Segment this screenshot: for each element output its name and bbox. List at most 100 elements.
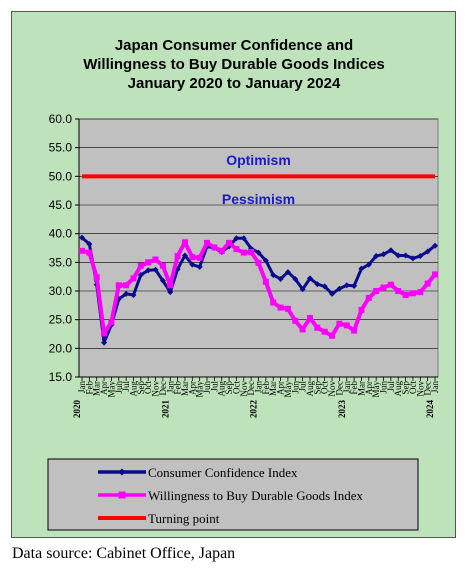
series-point-confidence (255, 249, 262, 256)
series-point-durable (86, 249, 93, 256)
y-tick-label: 40.0 (49, 227, 73, 241)
series-point-durable (424, 280, 431, 287)
legend-label: Willingness to Buy Durable Goods Index (148, 488, 364, 503)
x-tick-label: Mar (356, 381, 366, 396)
x-tick-label: Jan (342, 381, 352, 393)
y-tick-label: 15.0 (49, 370, 73, 384)
x-tick-label: Jun (202, 381, 212, 394)
series-point-durable (240, 249, 247, 256)
y-tick-label: 60.0 (49, 112, 73, 126)
series-point-durable (358, 306, 365, 313)
series-point-confidence (402, 252, 409, 259)
series-point-confidence (417, 253, 424, 260)
x-tick-label: May (283, 381, 293, 398)
series-point-confidence (336, 285, 343, 292)
x-tick-label: Feb (261, 381, 271, 395)
x-year-label: 2022 (249, 400, 259, 419)
series-point-durable (167, 282, 174, 289)
chart-frame: Japan Consumer Confidence and Willingness… (11, 11, 456, 538)
series-point-confidence (432, 242, 438, 249)
series-point-durable (196, 254, 203, 261)
series-point-confidence (174, 266, 181, 273)
annotation-label: Optimism (226, 152, 291, 168)
legend-label: Turning point (148, 511, 220, 526)
series-point-confidence (181, 252, 188, 259)
series-point-durable (380, 284, 387, 291)
x-tick-label: Jun (379, 381, 389, 394)
series-point-confidence (314, 281, 321, 288)
series-point-durable (284, 305, 291, 312)
series-point-confidence (123, 290, 130, 297)
series-point-durable (130, 275, 137, 282)
series-point-durable (321, 328, 328, 335)
y-tick-label: 35.0 (49, 255, 73, 269)
x-tick-label: Mar (268, 381, 278, 396)
series-point-durable (343, 322, 350, 329)
series-point-confidence (262, 257, 269, 264)
x-tick-label: Jul (121, 381, 131, 392)
x-tick-label: Jan (77, 381, 87, 393)
series-point-confidence (409, 255, 416, 262)
series-point-confidence (373, 253, 380, 260)
series-point-durable (351, 327, 358, 334)
x-tick-label: Apr (99, 381, 109, 395)
series-point-confidence (329, 290, 336, 297)
series-point-durable (79, 247, 85, 254)
legend-swatch-marker (118, 491, 126, 499)
y-tick-label: 45.0 (49, 198, 73, 212)
series-point-durable (277, 304, 284, 311)
legend-swatch-marker (118, 468, 126, 476)
x-tick-label: Sep (224, 381, 234, 395)
series-point-durable (336, 320, 343, 327)
series-point-durable (211, 244, 218, 251)
y-tick-label: 30.0 (49, 284, 73, 298)
x-tick-label: Mar (180, 381, 190, 396)
series-point-confidence (240, 235, 247, 242)
x-tick-label: Jun (114, 381, 124, 394)
x-tick-label: Mar (92, 381, 102, 396)
series-point-confidence (277, 275, 284, 282)
series-point-durable (417, 289, 424, 296)
x-tick-label: Jan (165, 381, 175, 393)
series-point-durable (108, 318, 115, 325)
series-point-durable (402, 292, 409, 299)
series-point-durable (233, 246, 240, 253)
annotation-label: Pessimism (222, 191, 295, 207)
x-tick-label: Dec (246, 381, 256, 396)
x-year-label: 2021 (160, 400, 170, 419)
series-point-confidence (292, 275, 299, 282)
series-point-durable (255, 259, 262, 266)
series-point-durable (373, 288, 380, 294)
series-point-confidence (189, 261, 196, 268)
series-point-durable (262, 278, 269, 285)
series-point-confidence (159, 277, 166, 284)
x-tick-label: Jul (209, 381, 219, 392)
x-tick-label: Jun (290, 381, 300, 394)
series-point-confidence (395, 252, 402, 259)
x-tick-label: Jan (254, 381, 264, 393)
source-note: Data source: Cabinet Office, Japan (12, 545, 236, 562)
chart-svg: Japan Consumer Confidence and Willingness… (47, 37, 440, 531)
series-point-confidence (145, 267, 152, 274)
series-point-confidence (284, 269, 291, 276)
chart-title-line: Japan Consumer Confidence and (115, 37, 353, 54)
x-tick-label: Apr (187, 381, 197, 395)
series-point-confidence (424, 248, 431, 255)
x-tick-label: Apr (276, 381, 286, 395)
series-point-confidence (306, 275, 313, 282)
x-tick-label: Aug (217, 381, 227, 397)
y-tick-label: 55.0 (49, 141, 73, 155)
x-year-label: 2024 (425, 400, 435, 419)
series-point-durable (189, 254, 196, 261)
series-point-durable (365, 294, 372, 301)
series-point-durable (218, 247, 225, 254)
x-year-label: 2020 (72, 400, 82, 419)
y-tick-label: 25.0 (49, 313, 73, 327)
series-point-durable (159, 262, 166, 269)
chart-title-line: January 2020 to January 2024 (128, 75, 341, 92)
series-point-confidence (351, 282, 358, 289)
series-point-durable (292, 317, 299, 324)
x-tick-label: Sep (312, 381, 322, 395)
series-point-durable (329, 332, 336, 339)
series-point-confidence (137, 271, 144, 278)
